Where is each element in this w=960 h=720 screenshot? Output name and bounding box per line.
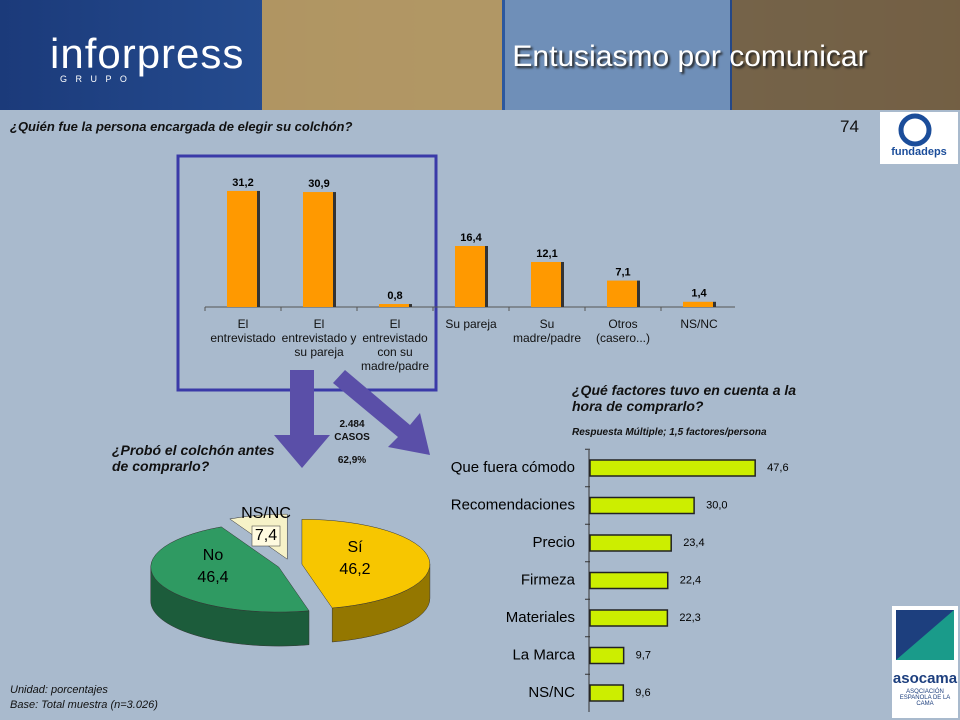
logo-icon	[896, 610, 954, 660]
y-tick-label: Materiales	[506, 609, 575, 626]
bar	[589, 459, 756, 477]
value-label: 30,9	[308, 178, 329, 190]
slogan: Entusiasmo por comunicar	[512, 40, 868, 73]
value-label: 1,4	[691, 288, 707, 300]
header-photo	[732, 0, 960, 110]
pie-slice	[301, 519, 431, 609]
footer-note: Unidad: porcentajes	[10, 684, 108, 696]
bar-shadow	[637, 280, 640, 307]
value-label: 31,2	[232, 177, 253, 189]
y-tick-label: NS/NC	[528, 684, 575, 701]
y-tick-label: La Marca	[512, 646, 575, 663]
bar-shadow	[713, 301, 716, 307]
value-label: 0,8	[387, 290, 402, 302]
page-number: 74	[840, 117, 859, 136]
bar	[589, 571, 669, 590]
annotation: CASOS	[334, 432, 370, 443]
x-tick-label: Su pareja	[445, 317, 497, 331]
y-tick-label: Precio	[532, 534, 575, 551]
bar-shadow	[257, 190, 260, 307]
footer-note: Base: Total muestra (n=3.026)	[10, 699, 158, 711]
chart-title: ¿Quién fue la persona encargada de elegi…	[10, 119, 353, 134]
label-box	[251, 525, 281, 547]
bar	[455, 245, 485, 307]
x-tick-label: NS/NC	[680, 317, 718, 331]
bar	[531, 261, 561, 307]
brand: inforpress	[50, 30, 245, 77]
annotation: 62,9%	[337, 455, 367, 466]
value-label: 46,4	[197, 569, 228, 586]
annotation: 2.484	[339, 419, 365, 430]
bar	[589, 609, 669, 627]
value-label: 7,1	[615, 266, 630, 278]
value-label: 30,0	[706, 499, 727, 511]
chart-subtitle: Respuesta Múltiple; 1,5 factores/persona	[572, 427, 767, 438]
bar	[589, 534, 672, 552]
value-label: 9,6	[635, 687, 650, 699]
bar	[227, 190, 257, 307]
bar	[589, 684, 625, 702]
brand-sub: G R U P O	[60, 74, 130, 84]
bar	[607, 280, 637, 307]
bar	[683, 301, 713, 307]
header-photo	[262, 0, 502, 110]
bar	[303, 192, 333, 307]
bar	[589, 646, 625, 665]
value-label: 7,4	[255, 527, 277, 544]
bar	[379, 304, 409, 307]
bar	[589, 496, 695, 515]
y-tick-label: Firmeza	[521, 571, 576, 588]
y-tick-label: Que fuera cómodo	[451, 459, 575, 476]
chart-title: ¿Qué factores tuvo en cuenta a la hora d…	[572, 382, 797, 414]
pie-label: Sí	[347, 539, 363, 556]
bar-shadow	[333, 192, 336, 307]
header-photo	[505, 0, 730, 110]
x-tick-label: El entrevistado	[210, 317, 276, 345]
value-label: 12,1	[536, 248, 557, 260]
value-label: 9,7	[636, 649, 651, 661]
logo-sub: ASOCIACIÓN ESPAÑOLA DE LA CAMA	[899, 689, 951, 707]
bar-shadow	[485, 245, 488, 307]
value-label: 23,4	[683, 537, 704, 549]
pie-label: No	[203, 547, 224, 564]
bar-shadow	[409, 304, 412, 307]
value-label: 47,6	[767, 462, 788, 474]
x-tick-label: El entrevistado y su pareja	[281, 317, 357, 359]
pie-slice	[150, 526, 310, 613]
logo-text: fundadeps	[891, 146, 947, 158]
chart-title: ¿Probó el colchón antes de comprarlo?	[112, 442, 275, 474]
y-tick-label: Recomendaciones	[451, 496, 575, 513]
value-label: 46,2	[339, 561, 370, 578]
arrow	[333, 370, 430, 455]
value-label: 16,4	[460, 232, 482, 244]
arrow	[274, 370, 330, 468]
x-tick-label: El entrevistado con su madre/padre	[360, 317, 430, 373]
logo-box	[880, 112, 958, 164]
logo-icon	[898, 113, 932, 147]
bar-shadow	[561, 261, 564, 307]
x-tick-label: Otros (casero...)	[595, 317, 650, 345]
value-label: 22,4	[680, 574, 701, 586]
logo-text: asocama	[892, 670, 958, 687]
x-tick-label: Su madre/padre	[512, 317, 582, 345]
pie-label: NS/NC	[241, 505, 291, 522]
value-label: 22,3	[679, 612, 700, 624]
